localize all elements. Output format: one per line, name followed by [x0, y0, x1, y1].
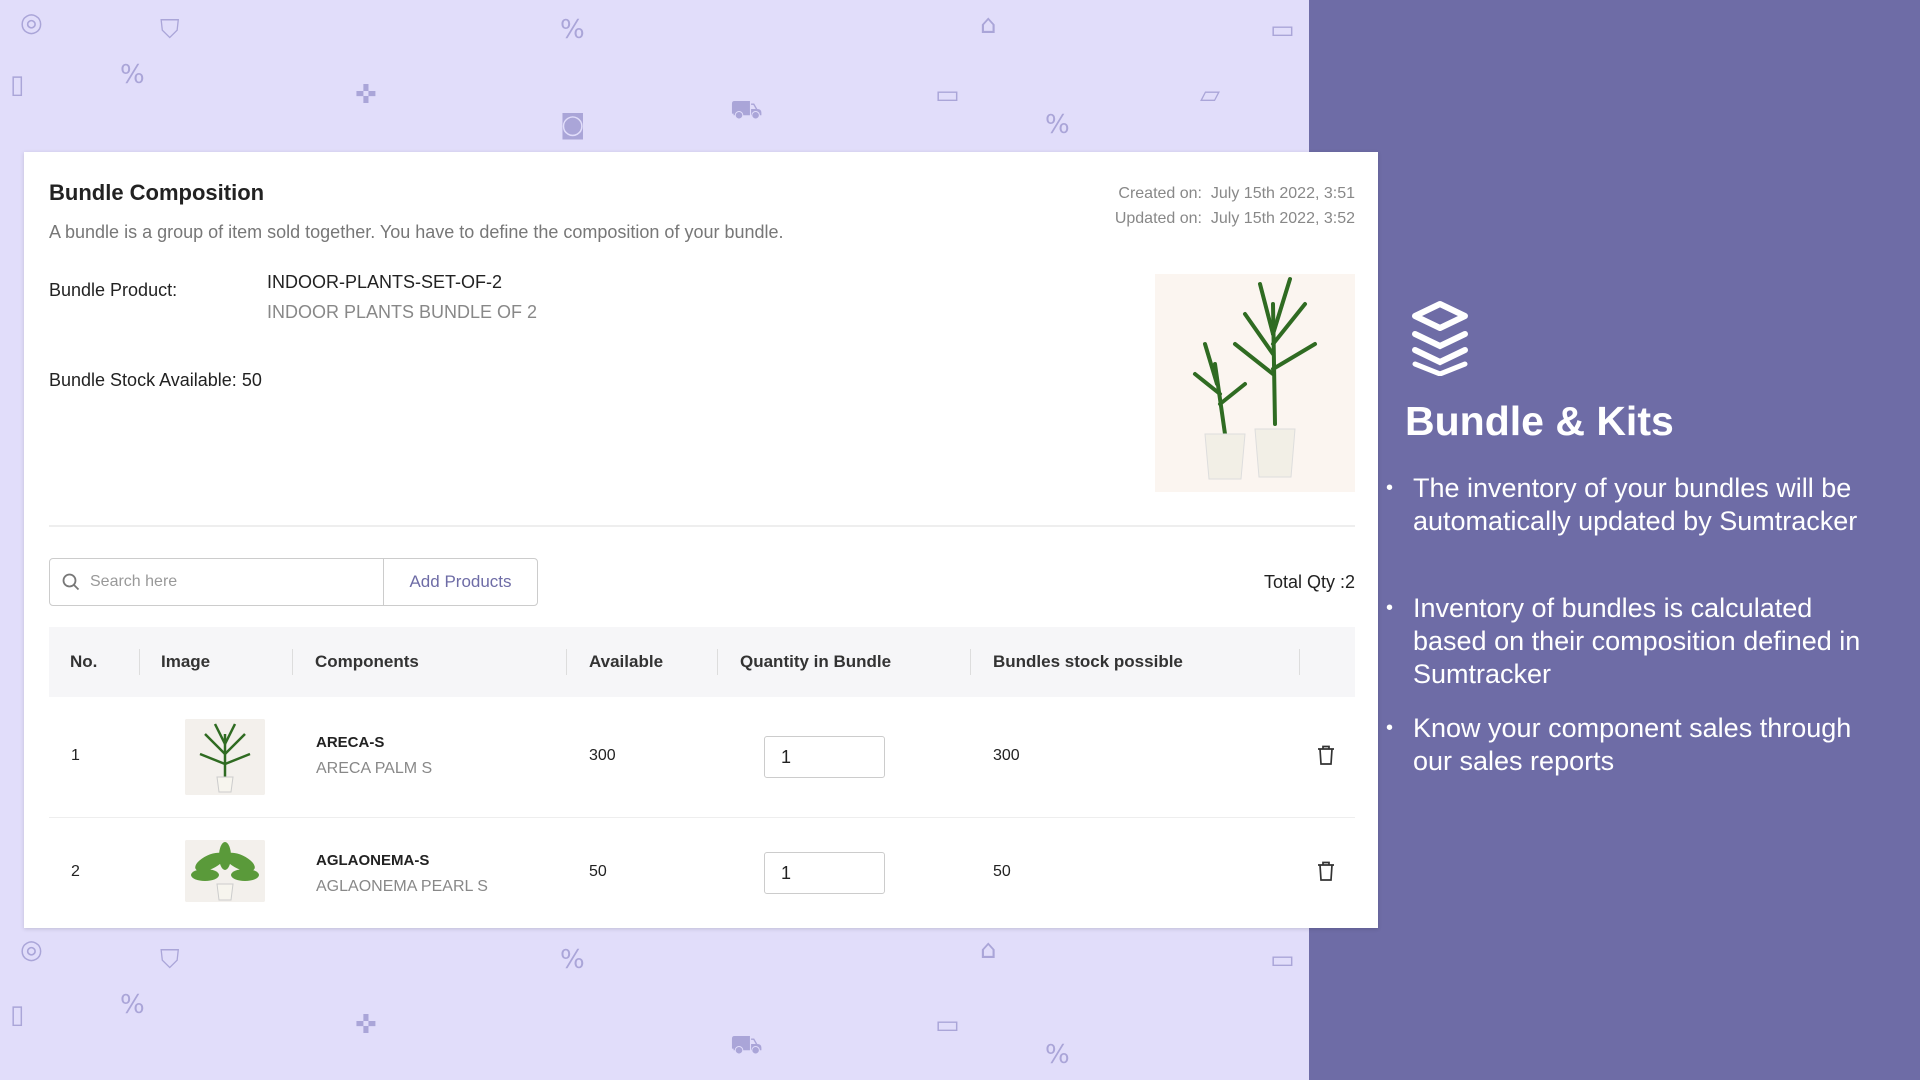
available-value: 300	[589, 747, 616, 764]
col-quantity: Quantity in Bundle	[740, 652, 892, 671]
search-input[interactable]: Search here	[49, 558, 384, 606]
percent-icon: %	[1045, 1040, 1070, 1070]
available-value: 50	[589, 863, 607, 880]
column-separator	[139, 649, 140, 675]
monitor-icon: ▭	[1270, 15, 1295, 45]
row-number: 1	[71, 747, 80, 764]
bundle-name: INDOOR PLANTS BUNDLE OF 2	[267, 302, 538, 322]
column-separator	[566, 649, 567, 675]
cart-icon: ⛟	[730, 95, 763, 125]
created-label: Created on:	[1118, 185, 1202, 202]
component-image	[185, 719, 265, 795]
panel-title: Bundle & Kits	[1405, 398, 1674, 444]
basket-icon: ⛉	[160, 945, 180, 975]
tablet-icon: ▱	[1200, 80, 1220, 110]
bundle-composition-card: Bundle Composition A bundle is a group o…	[24, 152, 1378, 928]
stock-label: Bundle Stock Available:	[49, 370, 237, 390]
divider	[49, 525, 1355, 527]
percent-icon: %	[560, 945, 585, 975]
gamepad-icon: ✜	[355, 80, 377, 110]
component-name: AGLAONEMA PEARL S	[316, 878, 488, 895]
tablet-icon: ▯	[10, 70, 25, 100]
bundle-sku: INDOOR-PLANTS-SET-OF-2	[267, 272, 503, 292]
component-image	[185, 840, 265, 902]
basket-icon: ⛉	[160, 15, 180, 45]
bag-icon: ⌂	[980, 10, 997, 40]
feature-panel: Bundle & Kits The inventory of your bund…	[1309, 0, 1920, 1080]
percent-icon: %	[560, 15, 585, 45]
col-components: Components	[315, 652, 419, 671]
search-icon	[62, 573, 80, 591]
globe-icon: ◎	[20, 935, 43, 965]
component-sku: AGLAONEMA-S	[316, 852, 430, 869]
percent-icon: %	[120, 990, 145, 1020]
trash-icon[interactable]	[1317, 861, 1335, 881]
bundles-possible-value: 300	[993, 747, 1020, 764]
bundle-stock: Bundle Stock Available: 50	[49, 370, 262, 391]
col-available: Available	[589, 652, 664, 671]
component-sku: ARECA-S	[316, 734, 385, 751]
table-row: 2 AGLAONEMA-S AGLAONEMA PEARL S 50 1 50	[49, 818, 1355, 928]
monitor-icon: ▭	[1270, 945, 1295, 975]
tablet-icon: ▯	[10, 1000, 25, 1030]
trash-icon[interactable]	[1317, 745, 1335, 765]
gamepad-icon: ✜	[355, 1010, 377, 1040]
search-placeholder: Search here	[90, 573, 178, 590]
table-row: 1 ARECA-S ARECA PALM S 300 1 300	[49, 697, 1355, 818]
total-qty: Total Qty :2	[1263, 572, 1355, 592]
col-no: No.	[70, 652, 98, 671]
cart-icon: ⛟	[730, 1030, 763, 1060]
page-title: Bundle Composition	[49, 180, 265, 205]
bullet-item: The inventory of your bundles will be au…	[1386, 472, 1893, 538]
quantity-input[interactable]: 1	[764, 852, 885, 894]
row-number: 2	[71, 863, 80, 880]
percent-icon: %	[1045, 110, 1070, 140]
column-separator	[717, 649, 718, 675]
globe-icon: ◎	[20, 8, 43, 38]
col-bundles-possible: Bundles stock possible	[993, 652, 1183, 671]
bullet-item: Know your component sales through our sa…	[1386, 712, 1893, 778]
bullet-item: Inventory of bundles is calculated based…	[1386, 592, 1893, 691]
bundles-possible-value: 50	[993, 863, 1011, 880]
updated-on: Updated on: July 15th 2022, 3:52	[1115, 210, 1355, 228]
created-on: Created on: July 15th 2022, 3:51	[1118, 185, 1355, 203]
bundle-product-image	[1155, 274, 1355, 492]
column-separator	[970, 649, 971, 675]
quantity-input[interactable]: 1	[764, 736, 885, 778]
monitor-icon: ▭	[935, 1010, 960, 1040]
column-separator	[292, 649, 293, 675]
bundle-product-label: Bundle Product:	[49, 280, 178, 300]
monitor-icon: ▭	[935, 80, 960, 110]
percent-icon: %	[120, 60, 145, 90]
camera-icon: ◙	[560, 110, 586, 140]
column-separator	[1299, 649, 1300, 675]
updated-value: July 15th 2022, 3:52	[1210, 210, 1355, 227]
stock-value: 50	[241, 370, 262, 390]
layers-icon	[1412, 301, 1468, 376]
updated-label: Updated on:	[1114, 210, 1202, 227]
description: A bundle is a group of item sold togethe…	[49, 222, 784, 242]
add-products-button[interactable]: Add Products	[383, 558, 538, 606]
created-value: July 15th 2022, 3:51	[1210, 185, 1355, 202]
table-header: No. Image Components Available Quantity …	[49, 627, 1355, 697]
col-image: Image	[161, 652, 211, 671]
component-name: ARECA PALM S	[316, 760, 433, 777]
bag-icon: ⌂	[980, 935, 997, 965]
